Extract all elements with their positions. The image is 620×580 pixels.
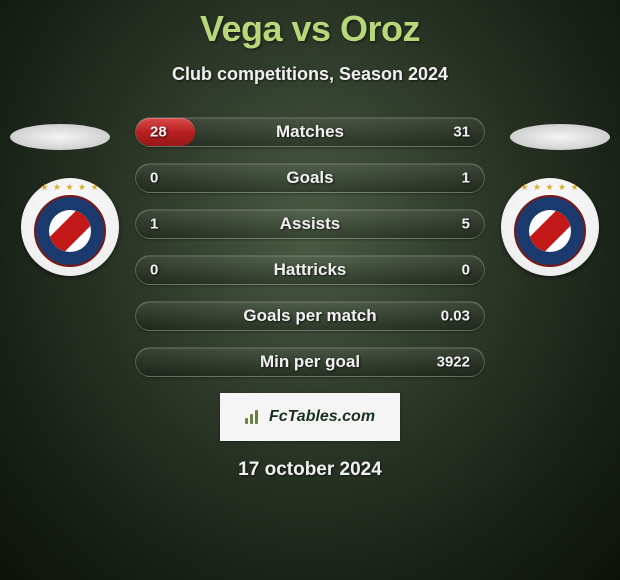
stat-value-right: 31 [453, 124, 470, 141]
stat-value-right: 1 [462, 170, 470, 187]
stat-value-left: 0 [150, 262, 158, 279]
stat-value-right: 5 [462, 216, 470, 233]
stat-label: Goals per match [243, 306, 376, 326]
stat-value-left: 0 [150, 170, 158, 187]
stat-row: 0 1 Goals [135, 163, 485, 193]
stat-row: 28 31 Matches [135, 117, 485, 147]
page-title: Vega vs Oroz [0, 0, 620, 50]
stat-value-left: 1 [150, 216, 158, 233]
stat-value-right: 0.03 [441, 308, 470, 325]
subtitle: Club competitions, Season 2024 [0, 64, 620, 85]
watermark-text: FcTables.com [269, 408, 375, 426]
stat-label: Matches [276, 122, 344, 142]
date: 17 october 2024 [0, 459, 620, 481]
stat-row: 0 0 Hattricks [135, 255, 485, 285]
stat-value-right: 3922 [437, 354, 470, 371]
stat-row: 3922 Min per goal [135, 347, 485, 377]
watermark: FcTables.com [220, 393, 400, 441]
stat-label: Min per goal [260, 352, 360, 372]
stat-row: 1 5 Assists [135, 209, 485, 239]
stats-container: 28 31 Matches 0 1 Goals 1 5 Assists 0 0 Hattricks 0.… [0, 117, 620, 377]
stat-row: 0.03 Goals per match [135, 301, 485, 331]
stat-label: Goals [286, 168, 333, 188]
stat-value-left: 28 [150, 124, 167, 141]
stat-label: Assists [280, 214, 340, 234]
chart-icon [245, 410, 263, 424]
stat-value-right: 0 [462, 262, 470, 279]
stat-label: Hattricks [274, 260, 347, 280]
